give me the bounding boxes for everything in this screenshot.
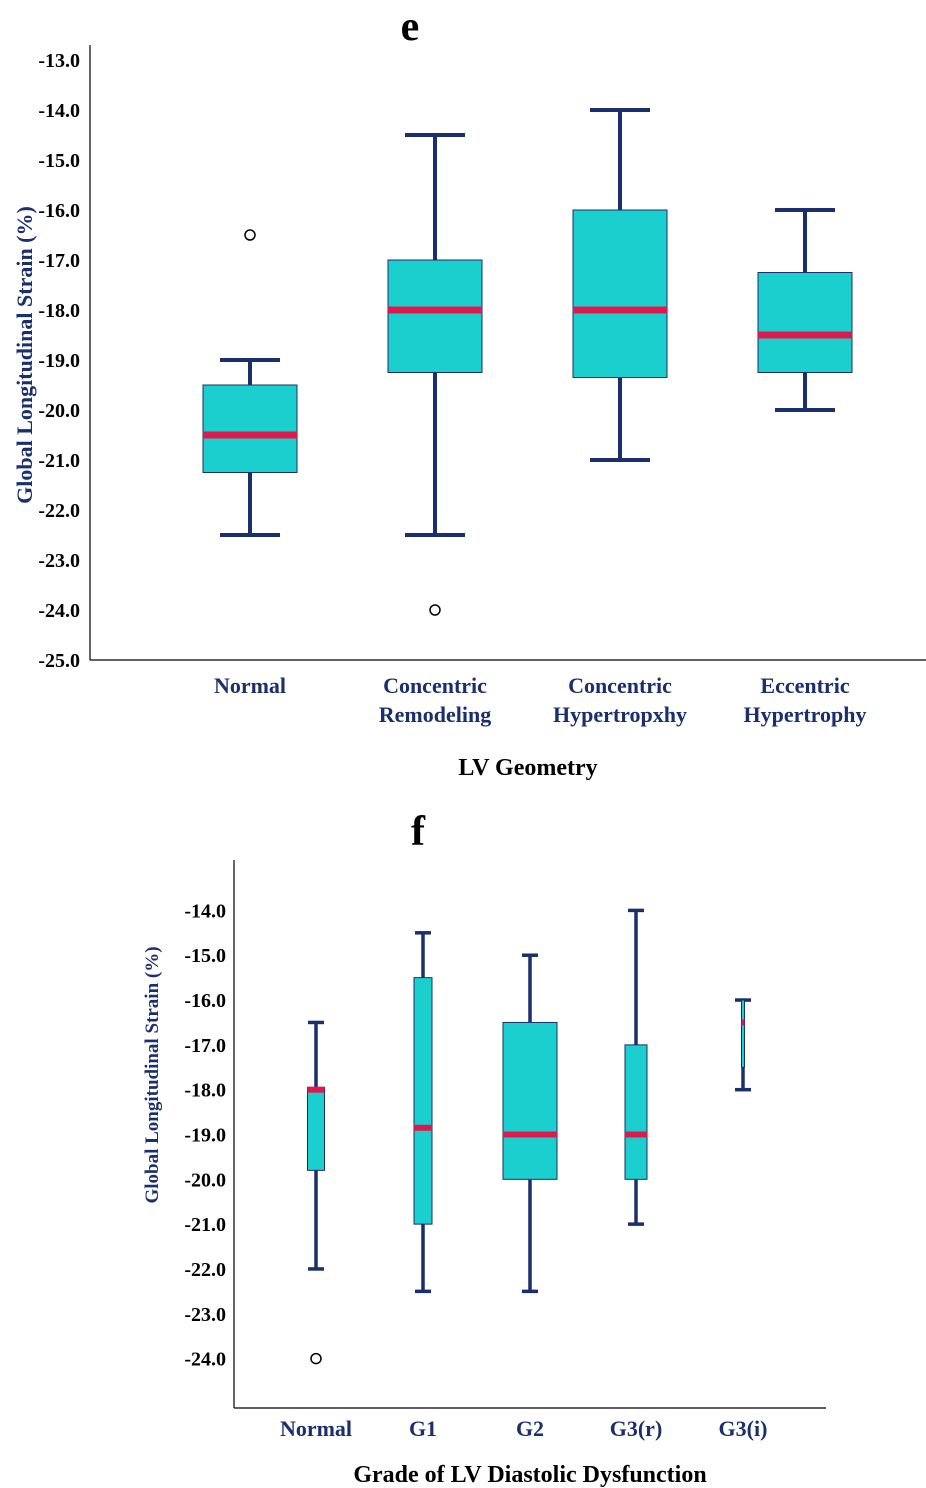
y-tick-label: -24.0: [184, 1349, 226, 1371]
y-axis-title: Global Longitudinal Strain (%): [12, 206, 37, 504]
panel-label: e: [401, 4, 420, 50]
x-category-label: G2: [516, 1416, 544, 1441]
box-0: [202, 229, 298, 537]
y-tick-label: -20.0: [38, 400, 80, 422]
panel-label: f: [411, 809, 426, 855]
box-1: [413, 931, 433, 1294]
y-tick-label: -23.0: [38, 550, 80, 572]
median-line: [573, 306, 667, 314]
iqr-box: [413, 977, 433, 1225]
median-line: [758, 331, 852, 339]
box-2: [572, 108, 668, 462]
iqr-box: [202, 384, 298, 473]
x-axis-title: LV Geometry: [458, 755, 597, 781]
y-tick-label: -16.0: [184, 990, 226, 1012]
median-line: [203, 431, 297, 439]
y-tick-label: -21.0: [38, 450, 80, 472]
y-tick-label: -22.0: [184, 1259, 226, 1281]
y-tick-label: -19.0: [184, 1125, 226, 1147]
y-tick-label: -18.0: [184, 1080, 226, 1102]
iqr-box: [307, 1086, 325, 1171]
x-category-label: Hypertropxhy: [553, 702, 687, 727]
box-3: [757, 208, 853, 412]
y-axis-title: Global Longitudinal Strain (%): [142, 946, 163, 1203]
iqr-box: [572, 209, 668, 378]
chart-panel-f: -14.0 -15.0 -16.0 -17.0 -18.0 -19.0 -20.0 -21.0…: [142, 809, 826, 1488]
y-tick-label: -14.0: [184, 900, 226, 922]
y-tick-label: -24.0: [38, 600, 80, 622]
y-tick-label: -16.0: [38, 200, 80, 222]
box-0: [307, 1020, 325, 1365]
outlier-point: [310, 1352, 322, 1365]
median-line: [625, 1131, 647, 1138]
x-category-label: Hypertrophy: [743, 702, 866, 727]
median-line: [307, 1086, 325, 1093]
median-line: [414, 1124, 432, 1131]
y-tick-label: -22.0: [38, 500, 80, 522]
outlier-point: [244, 229, 256, 241]
box-4: [735, 998, 751, 1092]
y-tick-label: -15.0: [184, 945, 226, 967]
x-category-label: G3(i): [719, 1416, 768, 1441]
iqr-box: [502, 1021, 558, 1180]
iqr-box: [387, 259, 483, 373]
iqr-box: [624, 1044, 648, 1180]
iqr-box: [741, 999, 745, 1068]
x-category-label: G3(r): [610, 1416, 663, 1441]
y-tick-label: -25.0: [38, 650, 80, 672]
median-line: [388, 306, 482, 314]
x-category-label: Normal: [214, 673, 286, 698]
y-tick-label: -17.0: [184, 1035, 226, 1057]
y-tick-label: -17.0: [38, 250, 80, 272]
y-tick-label: -18.0: [38, 300, 80, 322]
x-category-label: Remodeling: [379, 702, 491, 727]
median-line: [741, 1019, 745, 1026]
box-2: [502, 953, 558, 1294]
y-tick-label: -21.0: [184, 1214, 226, 1236]
y-tick-label: -14.0: [38, 100, 80, 122]
y-tick-label: -15.0: [38, 150, 80, 172]
y-tick-label: -13.0: [38, 50, 80, 72]
median-line: [503, 1131, 557, 1138]
y-tick-label: -23.0: [184, 1304, 226, 1326]
y-tick-label: -20.0: [184, 1169, 226, 1191]
box-3: [624, 908, 648, 1226]
chart-panel-e: -13.0 -14.0 -15.0 -16.0 -17.0 -18.0 -19.0 -20.0…: [12, 4, 926, 781]
box-1: [387, 133, 483, 616]
outlier-point: [429, 604, 441, 616]
x-axis-title: Grade of LV Diastolic Dysfunction: [353, 1462, 706, 1488]
x-category-label: Concentric: [568, 673, 672, 698]
x-category-label: Concentric: [383, 673, 487, 698]
x-category-label: Normal: [280, 1416, 352, 1441]
x-category-label: G1: [409, 1416, 437, 1441]
x-category-label: Eccentric: [760, 673, 849, 698]
y-tick-label: -19.0: [38, 350, 80, 372]
iqr-box: [757, 272, 853, 373]
